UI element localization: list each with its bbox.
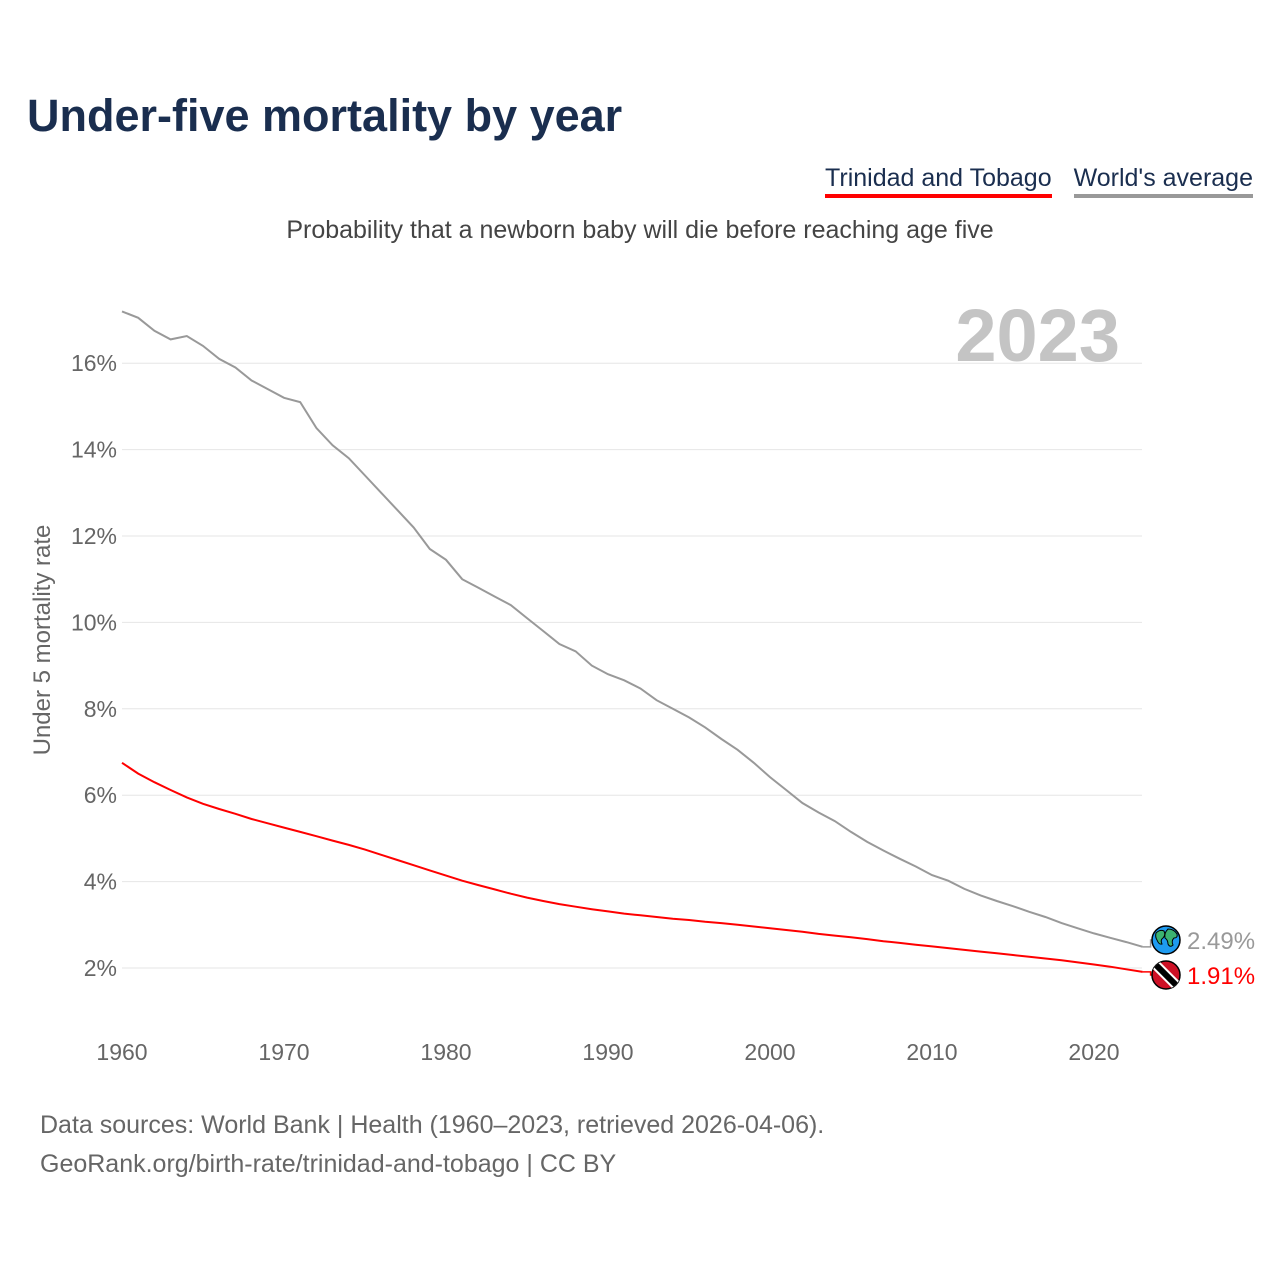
end-value-label: 1.91%: [1187, 963, 1255, 990]
x-tick-label: 2000: [744, 1039, 795, 1065]
x-tick-label: 1970: [258, 1039, 309, 1065]
chart-subtitle: Probability that a newborn baby will die…: [286, 216, 994, 244]
end-value-label: 2.49%: [1187, 928, 1255, 955]
chart-title: Under-five mortality by year: [27, 90, 623, 141]
legend: Trinidad and Tobago World's average: [825, 164, 1253, 198]
y-tick-label: 14%: [71, 437, 117, 463]
series-line-trinidad: [121, 761, 1143, 973]
y-axis-label: Under 5 mortality rate: [29, 525, 56, 756]
x-tick-label: 1980: [420, 1039, 471, 1065]
y-tick-label: 2%: [84, 955, 117, 981]
year-watermark: 2023: [955, 294, 1120, 377]
legend-trinidad-and-tobago[interactable]: Trinidad and Tobago: [825, 164, 1052, 198]
globe-icon: [1151, 925, 1181, 955]
trinidad-flag-icon: [1151, 960, 1181, 990]
y-tick-label: 4%: [84, 869, 117, 895]
series-line-world: [121, 310, 1143, 948]
y-tick-label: 16%: [71, 350, 117, 376]
x-tick-label: 2010: [906, 1039, 957, 1065]
y-tick-label: 10%: [71, 609, 117, 635]
y-tick-label: 6%: [84, 782, 117, 808]
x-tick-label: 1990: [582, 1039, 633, 1065]
y-tick-label: 8%: [84, 696, 117, 722]
source-line: Data sources: World Bank | Health (1960–…: [40, 1111, 825, 1139]
source-link[interactable]: GeoRank.org/birth-rate/trinidad-and-toba…: [40, 1150, 617, 1178]
legend-world-average[interactable]: World's average: [1073, 164, 1253, 198]
x-tick-label: 1960: [96, 1039, 147, 1065]
y-tick-label: 12%: [71, 523, 117, 549]
sources: Data sources: World Bank | Health (1960–…: [40, 1106, 824, 1184]
x-tick-label: 2020: [1068, 1039, 1119, 1065]
